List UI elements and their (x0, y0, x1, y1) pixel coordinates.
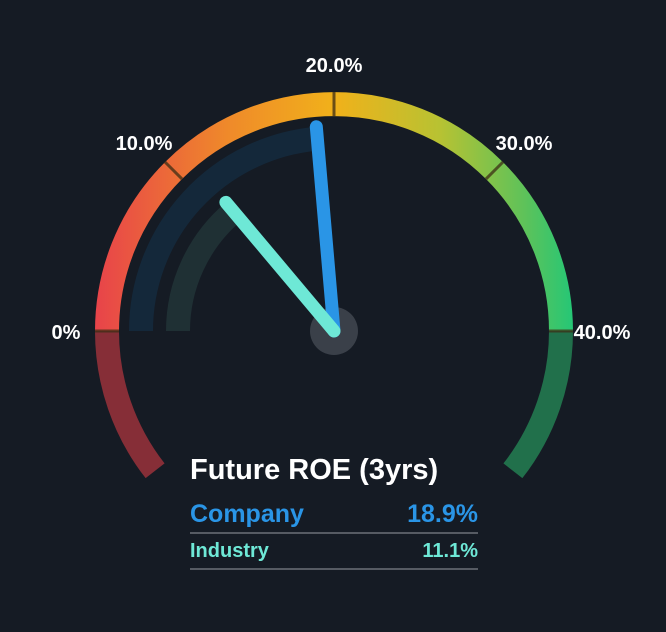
gauge-tick-3 (484, 160, 505, 181)
legend-company-value: 18.9% (407, 499, 478, 528)
tick-label-2: 20.0% (306, 55, 363, 77)
company-track (129, 126, 319, 332)
tick-label-1: 10.0% (116, 133, 173, 155)
legend: Future ROE (3yrs) Company 18.9% Industry… (190, 452, 478, 570)
legend-company-label: Company (190, 499, 304, 528)
industry-track (166, 202, 242, 332)
legend-row-industry: Industry 11.1% (190, 534, 478, 570)
tick-label-3: 30.0% (496, 133, 553, 155)
gauge-tick-1 (163, 160, 184, 181)
legend-industry-label: Industry (190, 539, 269, 562)
tick-label-0: 0% (52, 322, 81, 344)
legend-industry-value: 11.1% (422, 539, 478, 562)
gauge-lower-right-arc (503, 330, 573, 479)
tick-label-4: 40.0% (574, 322, 631, 344)
chart-title: Future ROE (3yrs) (190, 454, 439, 486)
legend-row-company: Company 18.9% (190, 496, 478, 534)
industry-needle (219, 195, 341, 338)
company-needle (309, 120, 341, 338)
gauge-lower-left-arc (95, 330, 165, 479)
